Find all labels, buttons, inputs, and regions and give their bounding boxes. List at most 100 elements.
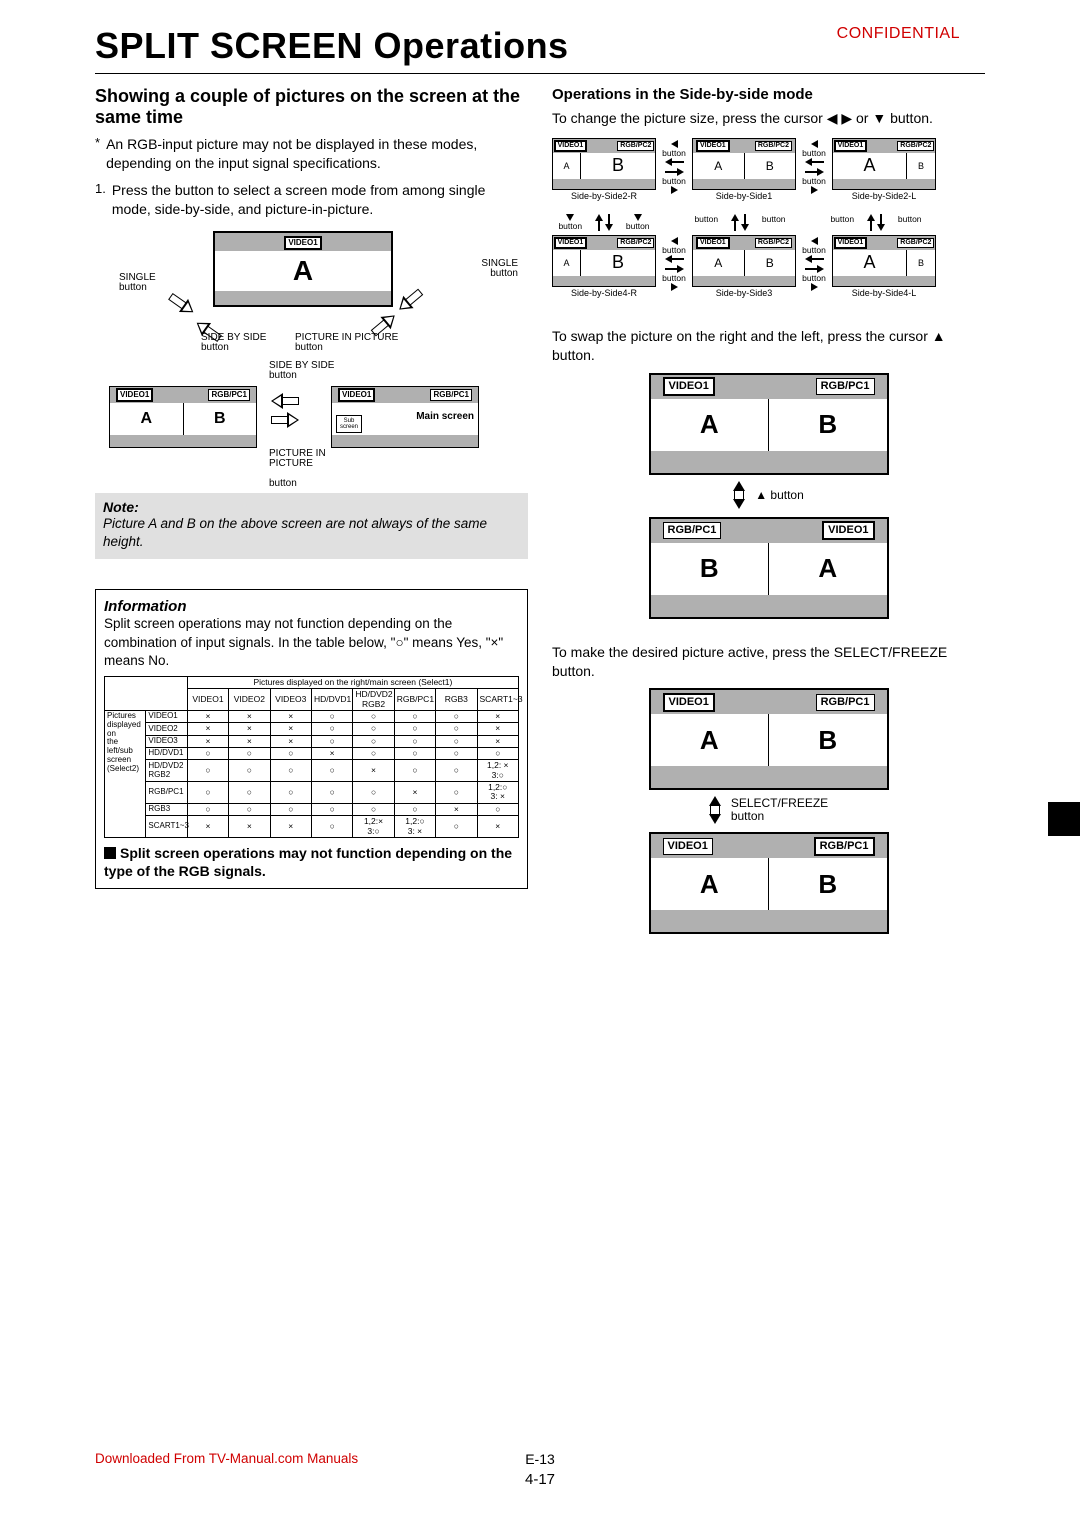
table-header: VIDEO2 (229, 689, 270, 711)
dbl-arrow-icon (665, 158, 684, 176)
table-cell: × (187, 735, 228, 747)
table-cell: ○ (311, 782, 352, 804)
table-header: VIDEO1 (187, 689, 228, 711)
table-cell: ○ (229, 748, 270, 760)
panel-caption: Side-by-Side4-L (833, 288, 935, 298)
arrow-icon (271, 394, 299, 408)
table-row-header: RGB3 (146, 803, 187, 815)
table-cell: ○ (229, 760, 270, 782)
table-cell: ○ (353, 782, 394, 804)
btn-label: button (762, 214, 786, 224)
table-cell: ○ (353, 711, 394, 723)
btn-label: button (802, 273, 826, 283)
btn-label: button (662, 245, 686, 255)
cell-a: A (553, 250, 581, 276)
sbs-panel: VIDEO1 RGB/PC2 A B Side-by-Side2-R (552, 138, 656, 190)
cell-a: A (693, 250, 745, 276)
tri-left-icon (671, 237, 678, 245)
arrow-icon (271, 413, 299, 427)
note-box: Note: Picture A and B on the above scree… (95, 493, 528, 559)
cell-b: B (907, 153, 935, 179)
tag-video1: VIDEO1 (696, 237, 730, 249)
tag-rgbpc2: RGB/PC2 (755, 141, 792, 151)
table-cell: ○ (436, 782, 477, 804)
btn-label: button (662, 148, 686, 158)
right-intro: To change the picture size, press the cu… (552, 109, 985, 128)
btn-label: button (802, 148, 826, 158)
diagram-sbs-pip: SIDE BY SIDE button VIDEO1 RGB/PC1 A B (95, 371, 528, 481)
table-cell: ○ (394, 803, 435, 815)
table-cell: × (311, 748, 352, 760)
table-row-span: Pictures displayed on the left/sub scree… (105, 711, 146, 838)
table-header: VIDEO3 (270, 689, 311, 711)
cell-b: B (907, 250, 935, 276)
tag-video1: VIDEO1 (663, 838, 713, 855)
lbl-single-l2: button (119, 282, 147, 293)
updown-icon (595, 214, 613, 231)
table-cell: 1,2:○ 3: × (477, 782, 518, 804)
arrow-icon (395, 286, 425, 315)
table-cell: × (353, 760, 394, 782)
main-screen-label: Main screen (416, 411, 474, 422)
cell-a: A (693, 153, 745, 179)
table-header: SCART1~3 (477, 689, 518, 711)
select-freeze-diagram: VIDEO1 RGB/PC1 A B SELECT/FREEZE button (552, 688, 985, 934)
table-cell: ○ (270, 782, 311, 804)
tag-video1: VIDEO1 (663, 377, 715, 396)
panel-caption: Side-by-Side2-L (833, 191, 935, 201)
swap-diagram: VIDEO1 RGB/PC1 A B ▲ button (552, 373, 985, 619)
btn-label: button (558, 221, 582, 231)
table-cell: × (187, 711, 228, 723)
table-cell: × (477, 723, 518, 735)
select-intro: To make the desired picture active, pres… (552, 643, 985, 681)
table-cell: ○ (353, 723, 394, 735)
lbl-single-r2: button (490, 268, 518, 279)
panel-caption: Side-by-Side4-R (553, 288, 655, 298)
tri-right-icon (811, 186, 818, 194)
table-cell: × (477, 816, 518, 838)
table-cell: × (187, 723, 228, 735)
sub-screen: Sub screen (336, 415, 362, 433)
tag-rgbpc1: RGB/PC1 (663, 522, 722, 539)
table-header: RGB/PC1 (394, 689, 435, 711)
left-column: Showing a couple of pictures on the scre… (95, 86, 528, 934)
tri-right-icon (811, 283, 818, 291)
updown-arrow-icon (709, 796, 721, 824)
table-cell: ○ (394, 723, 435, 735)
table-row-header: HD/DVD2 RGB2 (146, 760, 187, 782)
tag-rgbpc1: RGB/PC1 (430, 389, 472, 401)
table-cell: × (270, 735, 311, 747)
left-heading: Showing a couple of pictures on the scre… (95, 86, 528, 127)
lbl-pip-bot: PICTURE IN PICTURE (269, 448, 326, 469)
table-cell: 1,2: × 3:○ (477, 760, 518, 782)
table-row-header: RGB/PC1 (146, 782, 187, 804)
cell-a: A (769, 543, 887, 595)
select-btn-label: SELECT/FREEZE button (731, 797, 828, 823)
cell-b: B (581, 250, 655, 276)
swap-intro: To swap the picture on the right and the… (552, 327, 985, 365)
table-cell: ○ (311, 723, 352, 735)
diagram-single-mode: VIDEO1 A SINGLE button SINGLE button (95, 231, 528, 361)
table-header: HD/DVD2 RGB2 (353, 689, 394, 711)
cell-b: B (184, 403, 257, 435)
page-num-2: 4-17 (0, 1471, 1080, 1488)
tri-left-icon (671, 140, 678, 148)
updown-arrow-icon (733, 481, 745, 509)
tag-rgbpc1: RGB/PC1 (814, 837, 875, 856)
note-asterisk: An RGB-input picture may not be displaye… (106, 135, 528, 173)
download-note: Downloaded From TV-Manual.com Manuals (95, 1451, 358, 1466)
table-row-header: SCART1~3 (146, 816, 187, 838)
table-cell: ○ (436, 748, 477, 760)
cell-a: A (651, 714, 770, 766)
table-cell: ○ (187, 803, 228, 815)
btn-label: button (626, 221, 650, 231)
table-cell: × (229, 723, 270, 735)
table-cell: ○ (353, 735, 394, 747)
cell-a: A (110, 403, 184, 435)
lbl-sbs2: button (201, 342, 229, 353)
cell-b: B (769, 858, 887, 910)
arrow-icon (166, 290, 197, 318)
btn-label: button (662, 273, 686, 283)
table-cell: ○ (187, 782, 228, 804)
table-top-span: Pictures displayed on the right/main scr… (187, 677, 518, 689)
